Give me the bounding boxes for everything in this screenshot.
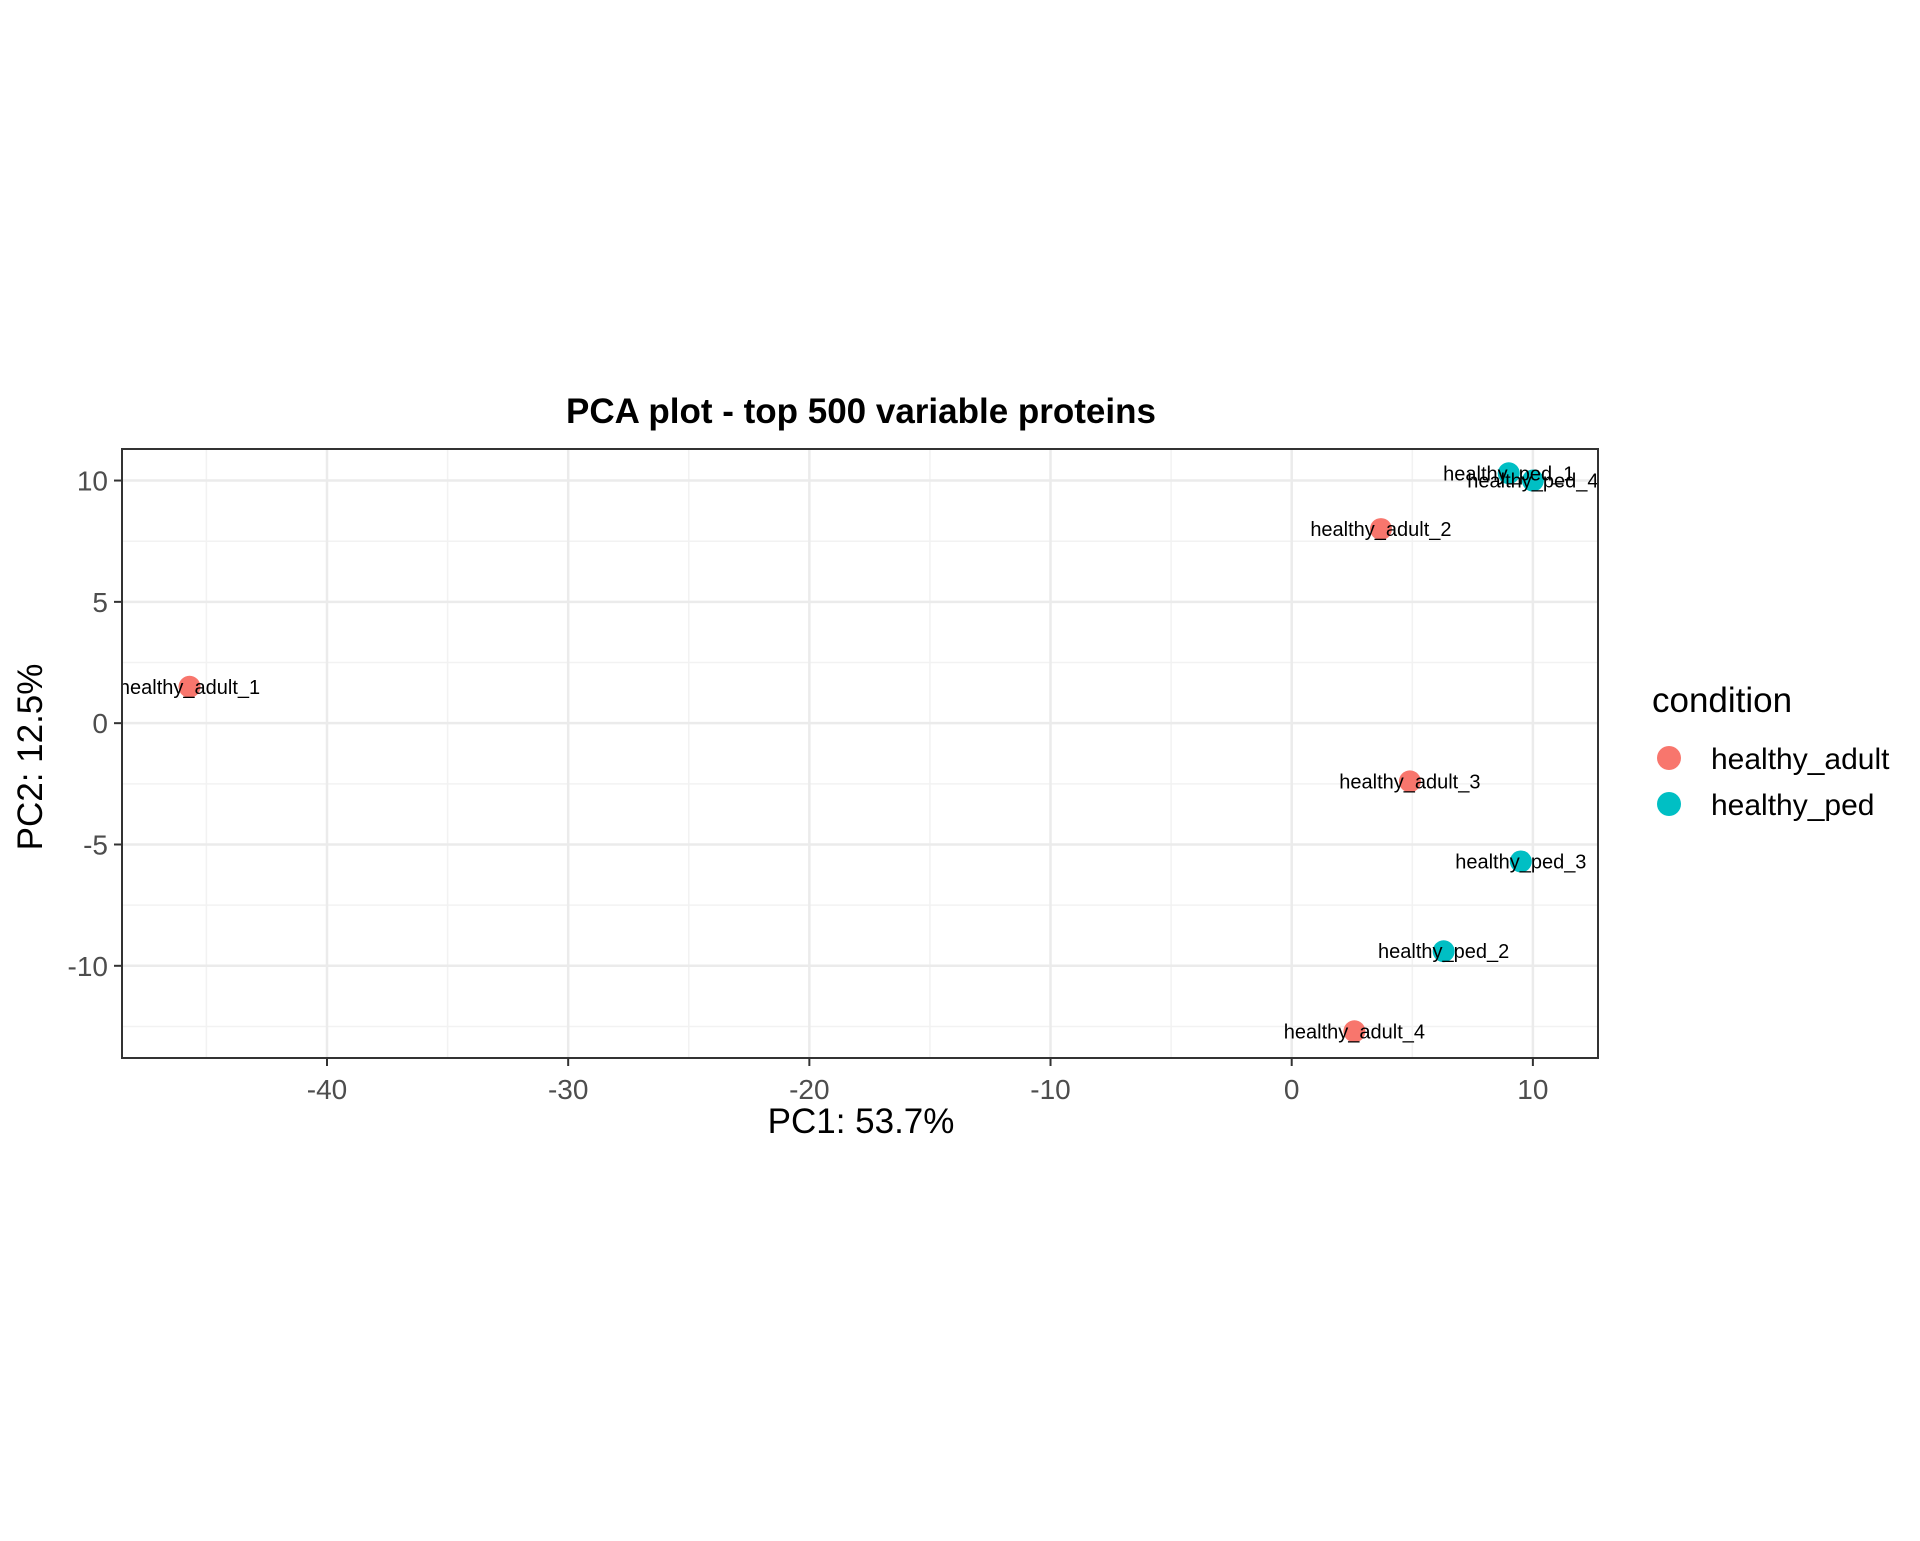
data-point (178, 675, 201, 698)
grid-lines (122, 449, 1598, 1058)
y-tick-label: 5 (92, 587, 108, 618)
point-label: healthy_ped_2 (1378, 941, 1509, 963)
x-tick-label: -10 (1030, 1074, 1070, 1105)
data-point (1432, 940, 1455, 963)
x-axis-label: PC1: 53.7% (768, 1102, 955, 1141)
y-tick-label: 0 (92, 708, 108, 739)
y-tick-label: -10 (68, 951, 108, 982)
x-tick-label: 10 (1517, 1074, 1548, 1105)
x-tick-label: -20 (789, 1074, 829, 1105)
x-tick-label: -30 (548, 1074, 588, 1105)
x-tick-label: -40 (307, 1074, 347, 1105)
y-tick-label: 10 (77, 466, 108, 497)
data-point (1497, 462, 1520, 485)
data-point (1509, 850, 1532, 873)
legend-label: healthy_adult (1711, 743, 1890, 776)
panel-border (121, 448, 1599, 1059)
data-point (1343, 1020, 1366, 1043)
x-tick-label: 0 (1284, 1074, 1300, 1105)
data-point (1369, 518, 1392, 541)
chart-title: PCA plot - top 500 variable proteins (566, 392, 1156, 431)
y-axis-label: PC2: 12.5% (11, 664, 50, 851)
point-label: healthy_adult_2 (1310, 519, 1451, 541)
legend-key (1657, 792, 1681, 816)
point-label: healthy_adult_1 (119, 677, 260, 699)
legend-key (1657, 746, 1681, 770)
plot-panel: healthy_adult_1 healthy_adult_2 healthy_ad… (68, 448, 1599, 1105)
point-label: healthy_ped_1 (1443, 463, 1574, 485)
point-label: healthy_ped_3 (1455, 851, 1586, 873)
legend-title: condition (1652, 681, 1792, 720)
data-point (1521, 469, 1544, 492)
point-label: healthy_adult_3 (1339, 771, 1480, 793)
legend-label: healthy_ped (1711, 789, 1874, 822)
legend: condition healthy_adult healthy_ped (1652, 681, 1890, 822)
data-point (1398, 770, 1421, 793)
y-tick-label: -5 (83, 829, 108, 860)
point-label: healthy_ped_4 (1467, 471, 1598, 493)
data-points: healthy_adult_1 healthy_adult_2 healthy_ad… (119, 462, 1598, 1043)
point-label: healthy_adult_4 (1284, 1021, 1425, 1043)
